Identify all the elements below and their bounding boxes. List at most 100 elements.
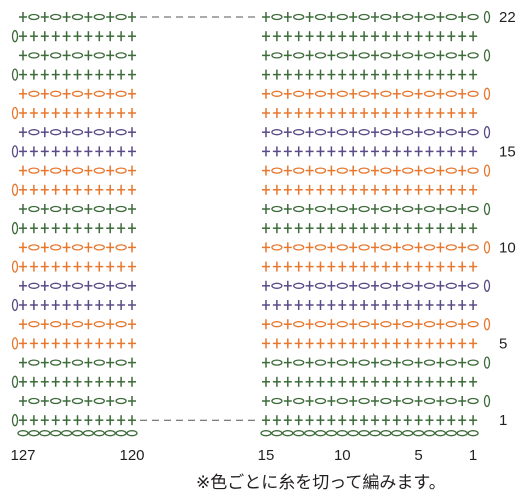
chain-stitch xyxy=(336,321,348,328)
chain-stitch xyxy=(467,321,479,328)
chain-stitch xyxy=(271,205,283,213)
chain-stitch xyxy=(104,430,116,437)
chain-stitch xyxy=(282,430,294,437)
row-number-label: 10 xyxy=(499,239,516,256)
chain-stitch xyxy=(271,282,283,289)
stitch-number-label: 1 xyxy=(469,447,477,464)
chain-stitch xyxy=(50,430,62,437)
chain-stitch xyxy=(71,13,84,21)
row-number-label: 15 xyxy=(499,143,516,160)
chain-stitch xyxy=(293,13,305,21)
chain-stitch xyxy=(50,205,62,213)
chain-stitch xyxy=(314,167,327,174)
turning-chain xyxy=(11,222,19,235)
turning-chain xyxy=(11,106,19,120)
chain-stitch xyxy=(93,52,105,59)
chain-stitch xyxy=(60,430,73,437)
chain-stitch xyxy=(271,13,283,21)
chain-stitch xyxy=(402,90,414,97)
chain-stitch xyxy=(445,430,457,437)
chain-stitch xyxy=(50,129,62,136)
chain-stitch xyxy=(271,430,283,437)
chain-stitch xyxy=(115,282,127,289)
turning-chain xyxy=(11,260,19,273)
chain-stitch xyxy=(314,282,327,289)
chain-stitch xyxy=(380,129,392,136)
turning-chain xyxy=(483,394,491,408)
chain-stitch xyxy=(293,205,305,213)
chain-stitch xyxy=(467,282,479,289)
chain-stitch xyxy=(260,430,272,437)
chain-stitch xyxy=(402,359,414,366)
chain-stitch xyxy=(380,321,392,328)
chain-stitch xyxy=(271,167,283,174)
turning-chain xyxy=(483,241,491,254)
chain-stitch xyxy=(358,321,370,328)
stitch-number-label: 120 xyxy=(119,447,144,464)
chain-stitch xyxy=(71,282,84,289)
chain-stitch xyxy=(93,244,105,251)
chain-stitch xyxy=(126,430,138,437)
chain-stitch xyxy=(402,167,414,174)
chain-stitch xyxy=(314,129,327,136)
chain-stitch xyxy=(50,282,62,289)
chain-stitch xyxy=(423,90,436,97)
chain-stitch xyxy=(423,244,436,251)
turning-chain xyxy=(11,337,19,350)
chain-stitch xyxy=(271,129,283,136)
chain-stitch xyxy=(467,244,479,251)
chain-stitch xyxy=(28,129,40,136)
chain-stitch xyxy=(467,13,479,21)
chain-stitch xyxy=(28,167,40,174)
chain-stitch xyxy=(50,167,62,174)
chain-stitch xyxy=(445,129,457,136)
chain-stitch xyxy=(314,244,327,251)
chain-stitch xyxy=(71,205,84,213)
chain-stitch xyxy=(28,13,40,21)
turning-chain xyxy=(11,183,19,196)
chain-stitch xyxy=(467,52,479,59)
chain-stitch xyxy=(434,430,447,437)
turning-chain xyxy=(483,356,491,369)
chain-stitch xyxy=(93,205,105,213)
chain-stitch xyxy=(402,129,414,136)
chain-stitch xyxy=(271,244,283,251)
chain-stitch xyxy=(314,397,327,405)
chain-stitch xyxy=(93,167,105,174)
chain-stitch xyxy=(271,359,283,366)
chain-stitch xyxy=(71,244,84,251)
chain-stitch xyxy=(71,167,84,174)
chain-stitch xyxy=(93,13,105,21)
row-number-label: 5 xyxy=(499,335,507,352)
chain-stitch xyxy=(423,321,436,328)
chain-stitch xyxy=(93,359,105,366)
chain-stitch xyxy=(314,13,327,21)
chain-stitch xyxy=(271,52,283,59)
chain-stitch xyxy=(467,205,479,213)
chain-stitch xyxy=(115,13,127,21)
chain-stitch xyxy=(380,397,392,405)
chain-stitch xyxy=(271,321,283,328)
chain-stitch xyxy=(115,90,127,97)
turning-chain xyxy=(11,375,19,388)
chain-stitch xyxy=(115,430,127,437)
chain-stitch xyxy=(115,205,127,213)
chain-stitch xyxy=(93,430,105,437)
turning-chain xyxy=(11,30,19,43)
chain-stitch xyxy=(293,321,305,328)
chain-stitch xyxy=(380,430,392,437)
chain-stitch xyxy=(402,52,414,59)
chain-stitch xyxy=(17,430,29,437)
chain-stitch xyxy=(50,359,62,366)
chain-stitch xyxy=(423,430,436,437)
chain-stitch xyxy=(50,397,62,405)
chain-stitch xyxy=(71,430,84,437)
chain-stitch xyxy=(50,90,62,97)
chain-stitch xyxy=(50,244,62,251)
chain-stitch xyxy=(28,397,40,405)
chain-stitch xyxy=(402,282,414,289)
stitch-number-label: 5 xyxy=(414,447,422,464)
chain-stitch xyxy=(402,205,414,213)
